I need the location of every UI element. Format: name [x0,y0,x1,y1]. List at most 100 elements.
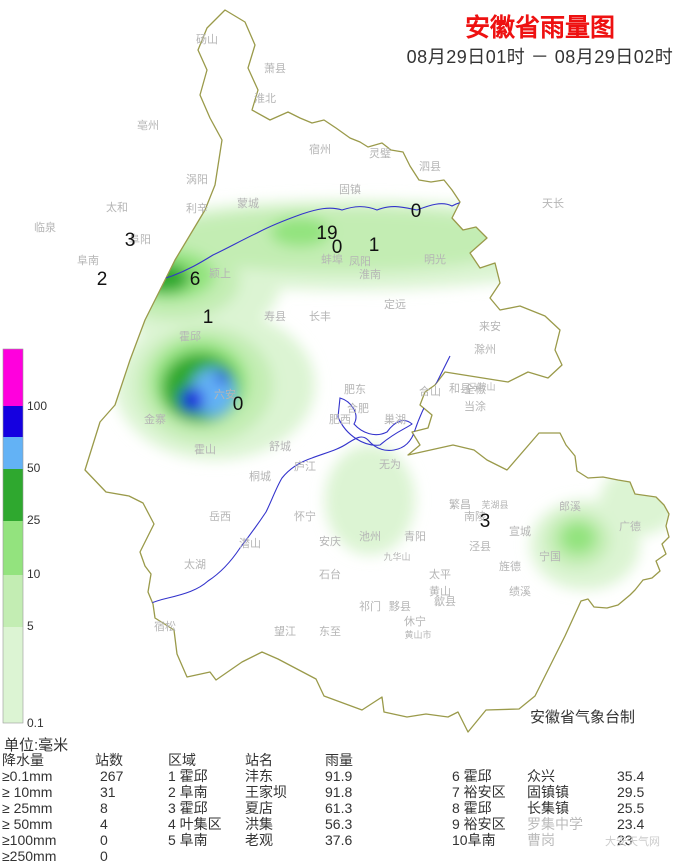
svg-text:3: 3 [125,230,136,251]
svg-text:黄山市: 黄山市 [404,629,431,640]
svg-text:6 霍邱: 6 霍邱 [452,768,492,784]
svg-text:合肥: 合肥 [347,401,369,415]
svg-text:洪集: 洪集 [245,816,273,832]
svg-text:郎溪: 郎溪 [559,499,581,513]
svg-text:怀宁: 怀宁 [294,509,316,523]
svg-text:宿松: 宿松 [154,619,176,633]
svg-text:定远: 定远 [384,297,406,311]
svg-text:4 叶集区: 4 叶集区 [168,816,222,832]
svg-text:雨量: 雨量 [325,752,353,768]
svg-text:37.6: 37.6 [325,832,352,848]
svg-text:老观: 老观 [245,832,273,848]
svg-text:望江: 望江 [274,625,296,638]
svg-text:0: 0 [100,848,108,862]
svg-text:宣城: 宣城 [509,524,531,538]
svg-text:明光: 明光 [424,252,446,266]
svg-text:泗县: 泗县 [419,160,441,173]
svg-text:25.5: 25.5 [617,800,644,816]
svg-text:8: 8 [100,800,108,816]
svg-text:亳州: 亳州 [137,118,159,132]
svg-text:宿州: 宿州 [309,142,331,156]
svg-text:长丰: 长丰 [309,310,331,323]
svg-text:旌德: 旌德 [499,559,521,573]
svg-text:霍山: 霍山 [194,443,216,456]
svg-text:固镇镇: 固镇镇 [527,784,569,800]
svg-text:临泉: 临泉 [34,220,56,234]
svg-text:来安: 来安 [479,319,501,333]
svg-text:1: 1 [203,307,214,328]
svg-text:0: 0 [233,394,244,415]
svg-text:淮南: 淮南 [359,268,381,281]
svg-text:50: 50 [27,461,41,475]
svg-text:砀山: 砀山 [196,33,218,46]
svg-text:太平: 太平 [429,568,451,581]
svg-text:萧县: 萧县 [264,62,286,75]
svg-text:繁昌: 繁昌 [449,497,471,511]
svg-text:霍邱: 霍邱 [179,330,201,343]
svg-text:寿县: 寿县 [264,309,286,323]
svg-text:太湖: 太湖 [184,558,206,571]
svg-text:安徽省雨量图: 安徽省雨量图 [465,13,615,42]
svg-text:无为: 无为 [379,458,401,471]
svg-text:区域: 区域 [168,752,196,768]
svg-text:10阜南: 10阜南 [452,832,496,848]
svg-text:3: 3 [480,511,491,532]
svg-text:利辛: 利辛 [186,201,208,215]
svg-text:0.1: 0.1 [27,716,44,730]
svg-text:九华山: 九华山 [383,551,410,562]
svg-text:降水量: 降水量 [2,752,44,768]
svg-text:沣东: 沣东 [245,768,273,784]
svg-text:9 裕安区: 9 裕安区 [452,816,506,832]
svg-text:3 霍邱: 3 霍邱 [168,800,208,816]
svg-text:0: 0 [332,237,343,258]
svg-text:≥0.1mm: ≥0.1mm [2,768,52,784]
svg-text:10: 10 [27,567,41,581]
svg-text:曹岗: 曹岗 [527,832,555,848]
svg-text:马鞍山: 马鞍山 [468,381,495,392]
svg-text:巢湖: 巢湖 [384,413,406,426]
svg-text:肥东: 肥东 [344,383,366,396]
svg-text:23.4: 23.4 [617,816,644,832]
svg-text:罗集中学: 罗集中学 [527,816,583,832]
svg-text:25: 25 [27,513,41,527]
svg-text:歙县: 歙县 [434,594,456,608]
svg-text:灵璧: 灵璧 [369,146,391,160]
svg-text:≥100mm: ≥100mm [2,832,56,848]
svg-text:5: 5 [27,619,34,633]
svg-text:夏店: 夏店 [245,800,273,816]
svg-text:阜南: 阜南 [77,254,99,267]
svg-text:天长: 天长 [542,197,564,210]
svg-text:岳西: 岳西 [209,510,231,523]
svg-text:广德: 广德 [619,519,641,533]
svg-text:祁门: 祁门 [359,599,381,613]
svg-text:7 裕安区: 7 裕安区 [452,784,506,800]
svg-text:2: 2 [97,269,108,290]
svg-text:涡阳: 涡阳 [186,173,208,186]
svg-text:100: 100 [27,399,47,413]
svg-text:安徽省气象台制: 安徽省气象台制 [530,709,635,726]
svg-text:合山: 合山 [419,384,441,398]
svg-text:蒙城: 蒙城 [237,197,259,210]
svg-text:宁国: 宁国 [539,549,561,563]
svg-text:凤阳: 凤阳 [349,255,371,268]
svg-text:29.5: 29.5 [617,784,644,800]
svg-text:61.3: 61.3 [325,800,352,816]
svg-text:0: 0 [411,201,422,222]
svg-text:大安天气网: 大安天气网 [605,834,660,848]
svg-text:长集镇: 长集镇 [527,800,569,816]
svg-text:滁州: 滁州 [474,342,496,356]
svg-text:黟县: 黟县 [389,600,411,613]
svg-text:东至: 东至 [319,625,341,638]
svg-text:8 霍邱: 8 霍邱 [452,800,492,816]
svg-text:绩溪: 绩溪 [509,585,531,598]
svg-text:颍上: 颍上 [209,267,231,280]
svg-text:≥ 50mm: ≥ 50mm [2,816,52,832]
svg-text:5 阜南: 5 阜南 [168,832,208,848]
svg-text:泾县: 泾县 [469,540,491,553]
svg-text:石台: 石台 [319,567,341,581]
svg-text:≥ 10mm: ≥ 10mm [2,784,52,800]
svg-text:91.8: 91.8 [325,784,352,800]
svg-text:休宁: 休宁 [404,614,426,628]
svg-text:舒城: 舒城 [269,439,291,453]
svg-text:1: 1 [369,235,380,256]
